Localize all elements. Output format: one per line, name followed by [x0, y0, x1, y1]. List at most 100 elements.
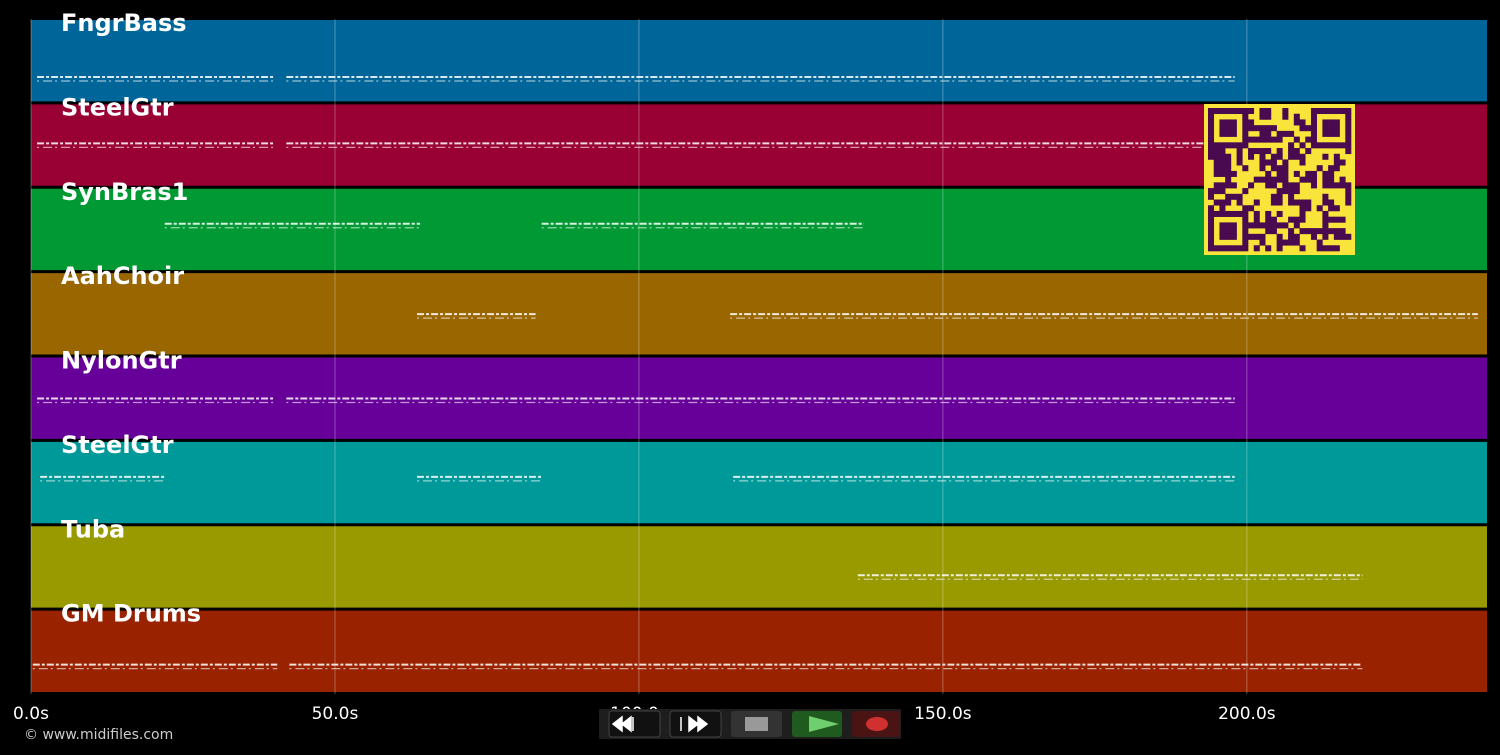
track-name: SteelGtr — [61, 431, 174, 459]
qr-module — [1265, 159, 1272, 166]
qr-module — [1339, 159, 1346, 166]
qr-module — [1310, 119, 1317, 126]
qr-module — [1219, 170, 1226, 177]
qr-module — [1333, 142, 1340, 149]
qr-module — [1213, 188, 1220, 195]
qr-module — [1288, 228, 1295, 235]
qr-module — [1248, 153, 1255, 160]
qr-module — [1322, 125, 1329, 132]
qr-module — [1345, 130, 1352, 137]
qr-module — [1322, 210, 1329, 217]
qr-module — [1236, 193, 1243, 200]
qr-module — [1225, 182, 1232, 189]
qr-module — [1253, 148, 1260, 155]
qr-module — [1219, 188, 1226, 195]
qr-module — [1236, 210, 1243, 217]
qr-module — [1299, 159, 1306, 166]
qr-module — [1288, 142, 1295, 149]
qr-module — [1259, 108, 1266, 115]
qr-module — [1225, 245, 1232, 252]
qr-module — [1219, 222, 1226, 229]
qr-module — [1225, 199, 1232, 206]
qr-module — [1333, 130, 1340, 137]
qr-module — [1265, 176, 1272, 183]
qr-module — [1253, 125, 1260, 132]
qr-module — [1316, 165, 1323, 172]
qr-module — [1293, 233, 1300, 240]
qr-module — [1345, 188, 1352, 195]
qr-module — [1248, 182, 1255, 189]
qr-module — [1253, 136, 1260, 143]
qr-module — [1259, 222, 1266, 229]
qr-module — [1282, 176, 1289, 183]
qr-module — [1219, 108, 1226, 115]
qr-module — [1213, 108, 1220, 115]
qr-module — [1248, 136, 1255, 143]
qr-module — [1242, 142, 1249, 149]
qr-module — [1253, 176, 1260, 183]
qr-module — [1322, 108, 1329, 115]
notes — [32, 76, 1478, 670]
qr-module — [1345, 148, 1352, 155]
qr-module — [1242, 228, 1249, 235]
qr-module — [1282, 130, 1289, 137]
qr-module — [1328, 165, 1335, 172]
qr-module — [1242, 165, 1249, 172]
qr-module — [1276, 148, 1283, 155]
x-tick-label: 150.0s — [914, 704, 972, 724]
qr-module — [1219, 165, 1226, 172]
qr-module — [1242, 125, 1249, 132]
qr-module — [1322, 176, 1329, 183]
qr-module — [1276, 222, 1283, 229]
qr-module — [1259, 153, 1266, 160]
qr-module — [1219, 228, 1226, 235]
qr-module — [1213, 199, 1220, 206]
qr-module — [1345, 233, 1352, 240]
play-icon — [809, 716, 839, 732]
qr-module — [1213, 142, 1220, 149]
qr-module — [1259, 136, 1266, 143]
qr-module — [1328, 176, 1335, 183]
qr-module — [1213, 153, 1220, 160]
transport-controls — [599, 709, 901, 739]
qr-module — [1225, 130, 1232, 137]
qr-module — [1305, 148, 1312, 155]
qr-module — [1219, 182, 1226, 189]
qr-module — [1213, 170, 1220, 177]
qr-module — [1299, 153, 1306, 160]
qr-module — [1265, 222, 1272, 229]
qr-module — [1242, 245, 1249, 252]
qr-module — [1316, 108, 1323, 115]
qr-module — [1259, 165, 1266, 172]
qr-module — [1310, 170, 1317, 177]
qr-module — [1288, 130, 1295, 137]
qr-module — [1322, 228, 1329, 235]
qr-module — [1299, 216, 1306, 223]
qr-module — [1282, 239, 1289, 246]
qr-module — [1293, 222, 1300, 229]
qr-module — [1293, 113, 1300, 120]
qr-module — [1248, 148, 1255, 155]
qr-module — [1316, 245, 1323, 252]
qr-module — [1328, 170, 1335, 177]
qr-module — [1299, 205, 1306, 212]
qr-module — [1236, 148, 1243, 155]
qr-module — [1265, 136, 1272, 143]
qr-module — [1230, 125, 1237, 132]
track-name: NylonGtr — [61, 347, 182, 375]
qr-module — [1230, 228, 1237, 235]
qr-module — [1276, 245, 1283, 252]
qr-module — [1242, 119, 1249, 126]
x-tick-label: 200.0s — [1218, 704, 1276, 724]
qr-module — [1328, 130, 1335, 137]
qr-module — [1219, 142, 1226, 149]
qr-module — [1345, 113, 1352, 120]
qr-module — [1293, 216, 1300, 223]
qr-module — [1225, 159, 1232, 166]
qr-module — [1208, 245, 1215, 252]
track-lane — [31, 441, 1487, 524]
qr-module — [1225, 108, 1232, 115]
qr-module — [1208, 239, 1215, 246]
qr-module — [1259, 159, 1266, 166]
qr-module — [1270, 222, 1277, 229]
